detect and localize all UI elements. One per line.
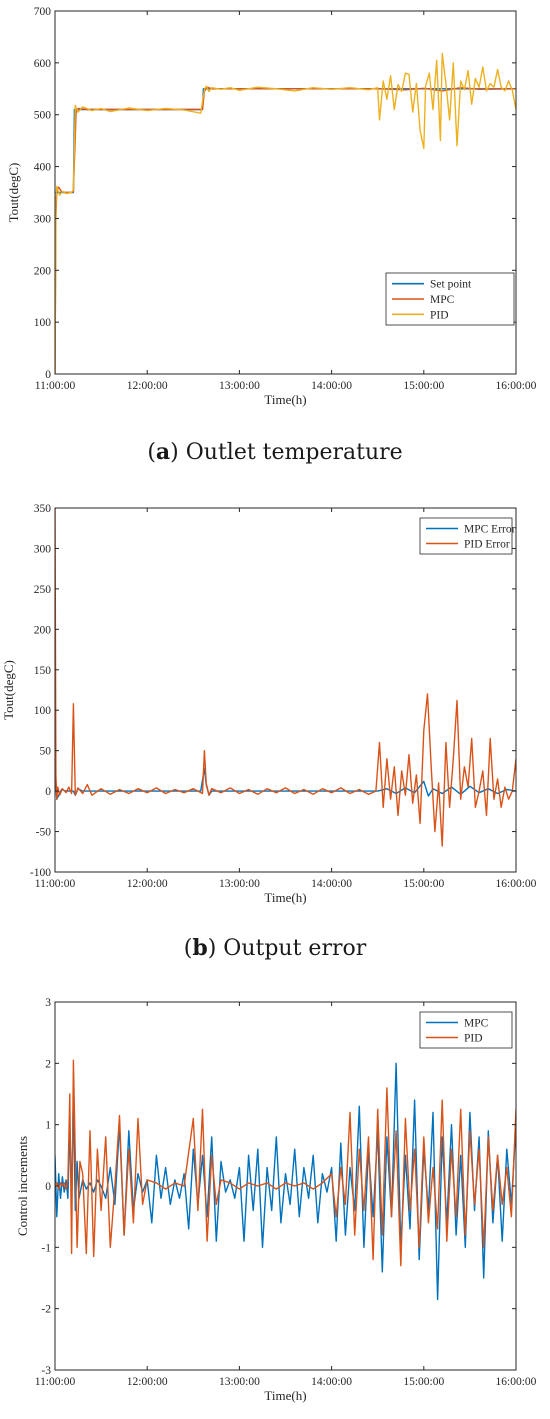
y-tick-label: 100 xyxy=(34,705,52,717)
x-tick-label: 11:00:00 xyxy=(35,878,76,890)
x-tick-label: 13:00:00 xyxy=(219,1376,260,1388)
x-tick-label: 15:00:00 xyxy=(403,380,444,392)
x-tick-label: 11:00:00 xyxy=(35,380,76,392)
x-tick-label: 16:00:00 xyxy=(496,380,537,392)
y-tick-label: 250 xyxy=(34,584,52,596)
legend-box xyxy=(419,517,513,555)
series-group xyxy=(55,1059,516,1301)
y-tick-label: 100 xyxy=(34,317,52,329)
y-tick-label: 2 xyxy=(45,1058,51,1070)
x-tick-label: 14:00:00 xyxy=(311,878,352,890)
y-tick-label: 600 xyxy=(34,58,52,70)
y-tick-label: 400 xyxy=(34,162,52,174)
y-axis-label: Tout(degC) xyxy=(6,163,21,223)
x-tick-label: 14:00:00 xyxy=(311,1376,352,1388)
series-line-0 xyxy=(55,1062,516,1301)
series-group xyxy=(55,52,516,374)
y-tick-label: -3 xyxy=(41,1365,51,1377)
y-tick-label: 300 xyxy=(34,213,52,225)
x-tick-label: 12:00:00 xyxy=(127,1376,168,1388)
y-tick-label: 1 xyxy=(45,1120,51,1132)
figure-caption: (b) Output error xyxy=(184,935,367,961)
series-group xyxy=(55,508,516,847)
legend-label: MPC Error xyxy=(464,524,516,536)
x-tick-label: 15:00:00 xyxy=(403,878,444,890)
x-axis-label: Time(h) xyxy=(264,1388,306,1403)
x-tick-label: 13:00:00 xyxy=(219,380,260,392)
series-line-1 xyxy=(55,1059,516,1267)
y-axis-label: Tout(degC) xyxy=(1,660,16,720)
chart-b: 11:00:00 12:00:00 13:00:00 14:00:00 15:00:00… xyxy=(1,503,537,961)
y-tick-label: 0 xyxy=(45,1181,51,1193)
x-tick-label: 12:00:00 xyxy=(127,878,168,890)
y-tick-label: 500 xyxy=(34,110,52,122)
y-tick-label: 300 xyxy=(34,543,52,555)
caption-letter: a xyxy=(156,439,170,465)
figure-caption: (a) Outlet temperature xyxy=(147,439,402,465)
x-tick-label: 16:00:00 xyxy=(496,878,537,890)
legend: MPC PID xyxy=(419,1011,513,1049)
legend-label: Set point xyxy=(430,279,472,291)
series-line-1 xyxy=(55,86,516,374)
y-tick-label: 3 xyxy=(45,997,51,1009)
y-tick-label: -50 xyxy=(36,827,52,839)
y-tick-label: 700 xyxy=(34,6,52,18)
axes-box xyxy=(54,10,517,375)
legend: MPC Error PID Error xyxy=(419,517,516,555)
legend-label: PID xyxy=(464,1033,483,1045)
legend-box xyxy=(419,1011,513,1049)
y-tick-label: -100 xyxy=(30,867,51,879)
chart-c: 11:00:00 12:00:00 13:00:00 14:00:00 15:00:00… xyxy=(15,997,537,1403)
x-tick-label: 16:00:00 xyxy=(496,1376,537,1388)
series-line-1 xyxy=(55,508,516,847)
x-tick-label: 14:00:00 xyxy=(311,380,352,392)
y-tick-label: 0 xyxy=(45,786,51,798)
y-tick-label: 0 xyxy=(45,369,51,381)
x-tick-label: 13:00:00 xyxy=(219,878,260,890)
caption-letter: b xyxy=(192,935,207,961)
x-tick-label: 15:00:00 xyxy=(403,1376,444,1388)
y-tick-label: 50 xyxy=(40,746,52,758)
y-tick-label: 150 xyxy=(34,665,52,677)
legend-label: MPC xyxy=(430,294,455,306)
x-tick-label: 11:00:00 xyxy=(35,1376,76,1388)
x-tick-label: 12:00:00 xyxy=(127,380,168,392)
legend-label: PID Error xyxy=(464,539,510,551)
y-tick-label: -2 xyxy=(41,1304,51,1316)
series-line-2 xyxy=(55,52,516,374)
chart-a: 11:00:00 12:00:00 13:00:00 14:00:00 15:00:00… xyxy=(6,6,537,465)
legend-label: MPC xyxy=(464,1018,489,1030)
x-axis-label: Time(h) xyxy=(264,890,306,905)
y-tick-label: 200 xyxy=(34,624,52,636)
y-tick-label: 200 xyxy=(34,265,52,277)
x-axis-label: Time(h) xyxy=(264,392,306,407)
axes-box xyxy=(54,507,517,873)
y-tick-label: 350 xyxy=(34,503,52,515)
y-axis-label: Control increments xyxy=(15,1136,30,1236)
legend-label: PID xyxy=(430,309,449,321)
legend: Set point MPC PID xyxy=(385,272,515,326)
y-tick-label: -1 xyxy=(41,1242,51,1254)
